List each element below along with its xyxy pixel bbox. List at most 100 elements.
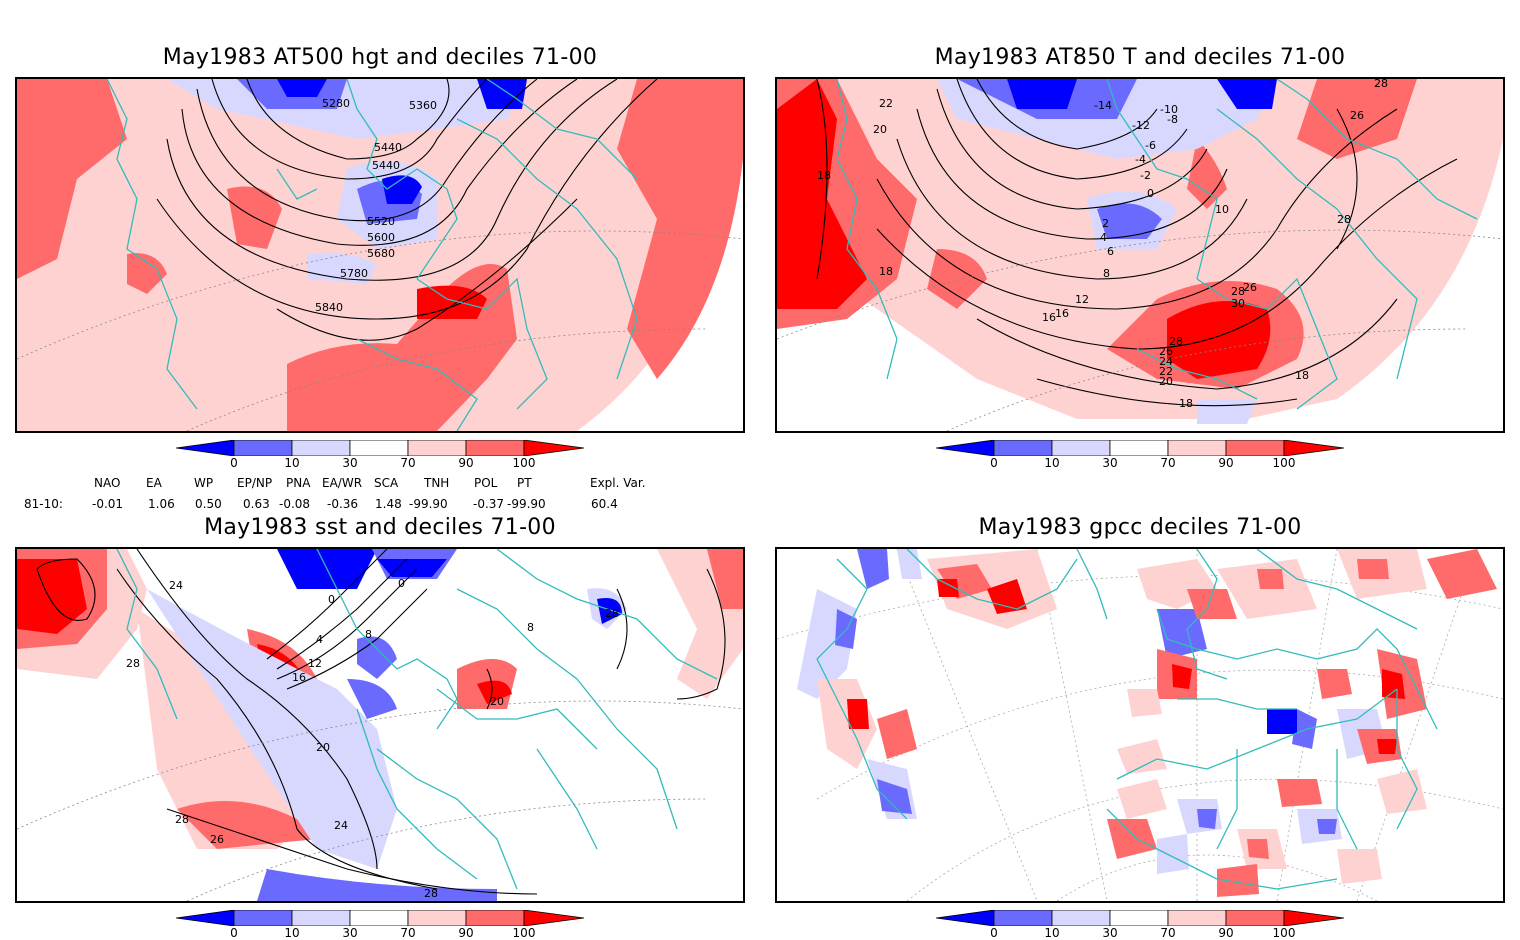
index-header: SCA	[374, 476, 399, 490]
colorbar-tick: 70	[400, 456, 416, 470]
index-header: NAO	[94, 476, 121, 490]
colorbar-tick: 70	[1160, 926, 1176, 940]
contour-label: 5360	[409, 99, 437, 112]
index-header: PNA	[286, 476, 311, 490]
contour-label: 28	[126, 657, 140, 670]
map-gpcc-svg	[777, 549, 1503, 901]
contour-label: 28	[175, 813, 189, 826]
contour-label: 10	[1215, 203, 1229, 216]
contour-label: 24	[334, 819, 348, 832]
colorbar-tick: 90	[1218, 456, 1234, 470]
map-at850-svg	[777, 79, 1503, 431]
map-sst-svg	[17, 549, 743, 901]
contour-label: 16	[292, 671, 306, 684]
colorbar-tick: 90	[458, 456, 474, 470]
index-header: EA/WR	[322, 476, 363, 490]
index-header: PT	[517, 476, 532, 490]
colorbar-tick: 70	[1160, 456, 1176, 470]
contour-label: 5440	[374, 141, 402, 154]
index-header: EP/NP	[237, 476, 273, 490]
index-value: -0.08	[279, 497, 311, 511]
colorbar-tick: 100	[1272, 456, 1296, 470]
contour-label: 28	[1337, 213, 1351, 226]
contour-label: 20	[1159, 375, 1173, 388]
contour-label: 28	[1169, 335, 1183, 348]
index-header: TNH	[424, 476, 450, 490]
colorbar-bottom-left: 0 10 30 70 90 100	[175, 909, 586, 940]
contour-label: 8	[527, 621, 534, 634]
contour-label: 5680	[367, 247, 395, 260]
contour-label: 4	[1100, 231, 1107, 244]
contour-label: 24	[1159, 355, 1173, 368]
contour-label: 30	[1231, 297, 1245, 310]
contour-label: -4	[1135, 153, 1146, 166]
index-value: -99.90	[409, 497, 448, 511]
index-value: -0.37	[473, 497, 505, 511]
colorbar-tick: 0	[990, 926, 998, 940]
map-at850-t: 22 20 18 18 -14 -12 -10 -8 -6 -4 -2 0 2 …	[775, 77, 1505, 433]
contour-label: 18	[879, 265, 893, 278]
index-header: WP	[194, 476, 214, 490]
contour-label: 28	[1231, 285, 1245, 298]
map-sst: 0 0 4 8 12 16 20 24 28 28 26 28 20 24 28…	[15, 547, 745, 903]
contour-label: 0	[328, 593, 335, 606]
colorbar-top-left: 0 10 30 70 90 100	[175, 439, 586, 472]
map-at500-svg	[17, 79, 743, 431]
contour-label: 26	[1159, 345, 1173, 358]
colorbar-tick: 0	[230, 456, 238, 470]
contour-label: 6	[1107, 245, 1114, 258]
index-header: POL	[474, 476, 498, 490]
panel-title-gpcc: May1983 gpcc deciles 71-00	[978, 515, 1302, 540]
contour-label: 28	[1374, 77, 1388, 90]
contour-label: 5600	[367, 231, 395, 244]
colorbar-bottom-right: 0 10 30 70 90 100	[935, 909, 1346, 940]
panel-title-at850: May1983 AT850 T and deciles 71-00	[934, 45, 1346, 70]
index-value: 1.06	[148, 497, 175, 511]
colorbar-tick: 100	[1272, 926, 1296, 940]
contour-label: 20	[490, 695, 504, 708]
index-value: 60.4	[591, 497, 618, 511]
contour-label: 24	[169, 579, 183, 592]
colorbar-tick: 100	[512, 456, 536, 470]
contour-label: 0	[1147, 187, 1154, 200]
contour-label: 16	[1042, 311, 1056, 324]
colorbar-tick: 100	[512, 926, 536, 940]
contour-label: 5840	[315, 301, 343, 314]
contour-label: -6	[1145, 139, 1156, 152]
contour-label: 20	[873, 123, 887, 136]
map-gpcc	[775, 547, 1505, 903]
colorbar-tick: 30	[1102, 456, 1118, 470]
colorbar-tick: 0	[230, 926, 238, 940]
panel-title-at500: May1983 AT500 hgt and deciles 71-00	[162, 45, 598, 70]
contour-label: 16	[1055, 307, 1069, 320]
colorbar-tick: 30	[342, 456, 358, 470]
colorbar-tick: 30	[1102, 926, 1118, 940]
contour-label: 12	[1075, 293, 1089, 306]
contour-label: 18	[1295, 369, 1309, 382]
contour-label: -12	[1132, 119, 1150, 132]
contour-label: 20	[316, 741, 330, 754]
contour-label: 22	[1159, 365, 1173, 378]
contour-label: 26	[1350, 109, 1364, 122]
colorbar-tick: 10	[1044, 456, 1060, 470]
index-header: EA	[146, 476, 162, 490]
colorbar-tick: 0	[990, 456, 998, 470]
index-value: -0.01	[92, 497, 124, 511]
contour-label: 28	[605, 607, 619, 620]
contour-label: -2	[1140, 169, 1151, 182]
index-value: 1.48	[375, 497, 402, 511]
contour-label: 8	[365, 628, 372, 641]
colorbar-tick: 10	[284, 926, 300, 940]
colorbar-tick: 10	[1044, 926, 1060, 940]
colorbar-tick: 70	[400, 926, 416, 940]
colorbar-tick: 90	[458, 926, 474, 940]
contour-label: 5780	[340, 267, 368, 280]
contour-label: -14	[1094, 99, 1112, 112]
colorbar-tick: 30	[342, 926, 358, 940]
index-value: 0.50	[195, 497, 222, 511]
index-value: -99.90	[507, 497, 546, 511]
index-header: Expl. Var.	[590, 476, 646, 490]
colorbar-top-right: 0 10 30 70 90 100	[935, 439, 1346, 472]
contour-label: 8	[1103, 267, 1110, 280]
contour-label: 22	[879, 97, 893, 110]
